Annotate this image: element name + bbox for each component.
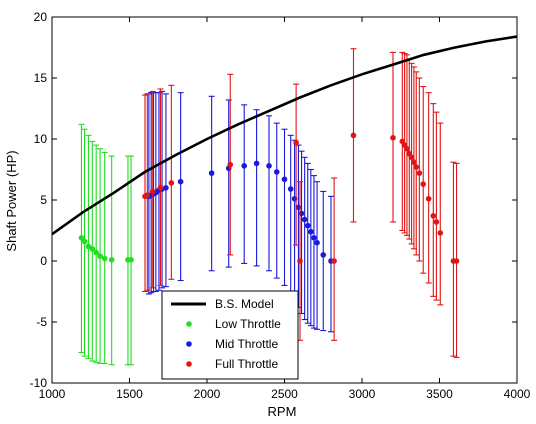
y-tick-label: 20 xyxy=(34,10,48,24)
data-point xyxy=(273,169,280,175)
data-point xyxy=(453,258,460,264)
data-point xyxy=(297,258,303,264)
y-tick-label: 10 xyxy=(34,132,48,146)
legend-label: B.S. Model xyxy=(215,297,274,311)
data-point xyxy=(430,213,437,219)
data-point xyxy=(144,192,151,198)
legend: B.S. Model Low Throttle Mid Throttle Full T… xyxy=(161,290,299,380)
data-point xyxy=(208,170,215,176)
legend-marker xyxy=(186,361,192,367)
data-point xyxy=(287,186,294,192)
y-tick-label: -10 xyxy=(30,376,48,390)
series-model-line xyxy=(52,35,517,236)
data-point xyxy=(320,252,327,258)
data-point xyxy=(97,253,103,259)
x-tick-label: 1000 xyxy=(39,387,66,401)
x-tick-label: 3500 xyxy=(426,387,453,401)
x-tick-label: 3000 xyxy=(349,387,376,401)
data-point xyxy=(420,181,427,187)
data-point xyxy=(227,161,234,168)
data-point xyxy=(149,188,156,195)
data-point xyxy=(128,256,134,263)
x-tick-label: 4000 xyxy=(504,387,531,401)
data-point xyxy=(308,228,314,235)
x-tick-label: 2000 xyxy=(194,387,221,401)
data-point xyxy=(89,246,96,252)
axes: 1000 1500 2000 2500 3000 3500 4000 -10 -5 0 5 10 15 2… xyxy=(30,10,531,401)
data-point xyxy=(413,164,420,170)
data-point xyxy=(350,132,357,139)
data-point xyxy=(331,258,337,264)
data-point xyxy=(81,238,88,245)
y-tick-label: 15 xyxy=(34,71,48,85)
legend-marker xyxy=(186,321,192,327)
data-point xyxy=(78,235,85,241)
x-tick-label: 1500 xyxy=(116,387,143,401)
y-tick-label: 0 xyxy=(40,254,47,268)
legend-box xyxy=(161,290,299,380)
data-point xyxy=(404,145,410,152)
data-point xyxy=(425,195,432,202)
data-point xyxy=(253,160,260,167)
x-tick-label: 2500 xyxy=(271,387,298,401)
legend-label: Low Throttle xyxy=(215,317,281,331)
data-point xyxy=(108,256,115,263)
data-point xyxy=(314,239,320,246)
data-point xyxy=(93,249,99,256)
data-point xyxy=(241,163,247,169)
y-tick-label: 5 xyxy=(40,193,47,207)
data-point xyxy=(411,159,417,165)
data-point xyxy=(101,255,108,262)
data-point xyxy=(437,230,444,236)
y-axis-label: Shaft Power (HP) xyxy=(4,150,19,251)
data-point xyxy=(390,134,396,141)
data-point xyxy=(304,222,311,229)
legend-marker xyxy=(186,341,192,347)
data-point xyxy=(281,176,288,183)
legend-label: Full Throttle xyxy=(215,357,278,371)
data-point xyxy=(157,185,164,191)
data-point xyxy=(293,139,299,146)
data-point xyxy=(433,219,440,225)
data-point xyxy=(177,178,184,185)
plot-area xyxy=(52,35,517,366)
series-low-throttle xyxy=(78,123,135,366)
data-point xyxy=(163,185,169,191)
y-tick-label: -5 xyxy=(36,315,47,329)
data-point xyxy=(408,154,415,161)
data-point xyxy=(168,180,175,186)
data-point xyxy=(416,170,423,176)
x-axis-label: RPM xyxy=(268,404,297,419)
data-point xyxy=(311,235,317,241)
legend-label: Mid Throttle xyxy=(215,337,278,351)
series-full-throttle xyxy=(142,48,460,358)
data-point xyxy=(301,216,308,223)
data-point xyxy=(266,163,272,169)
